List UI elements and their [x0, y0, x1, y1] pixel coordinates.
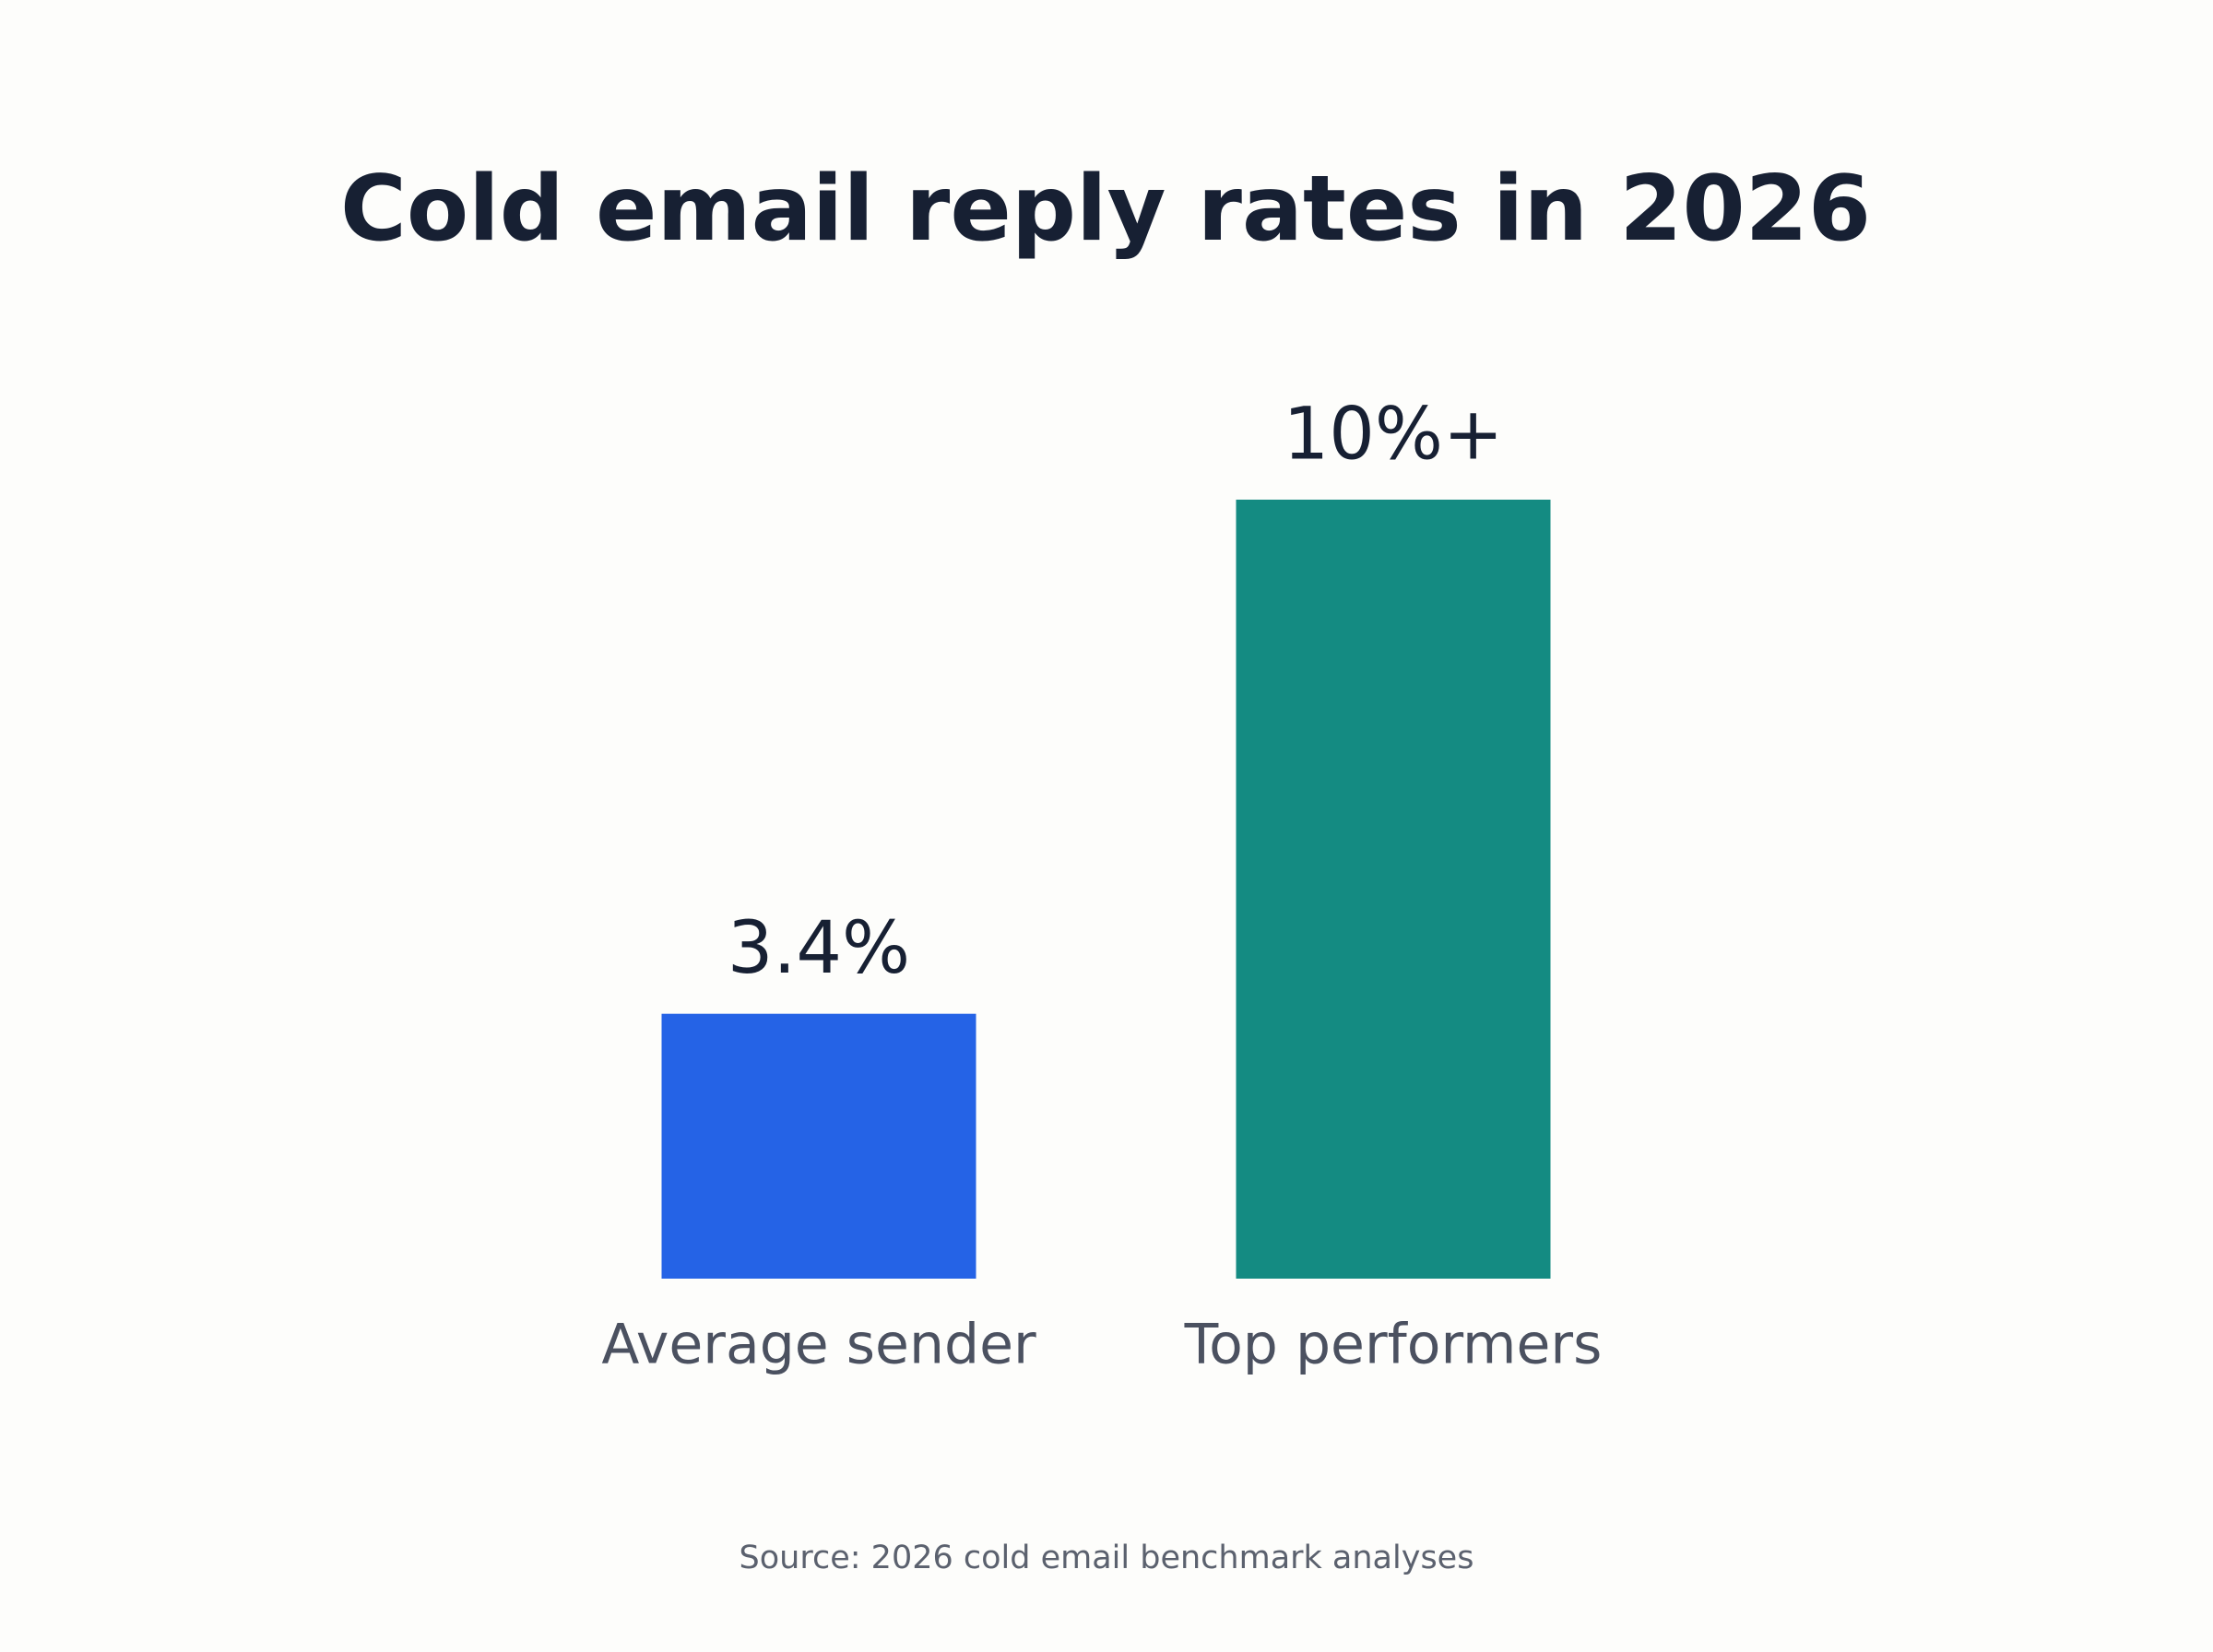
value-label: 3.4% [728, 907, 910, 990]
x-tick-label: Average sender [601, 1313, 1036, 1377]
x-tick-label: Top performers [1184, 1313, 1603, 1377]
source-note: Source: 2026 cold email benchmark analys… [740, 1540, 1474, 1576]
bar [1236, 500, 1551, 1279]
chart-title: Cold email reply rates in 2026 [340, 157, 1871, 262]
value-label: 10%+ [1284, 393, 1504, 476]
bar [661, 1013, 976, 1279]
